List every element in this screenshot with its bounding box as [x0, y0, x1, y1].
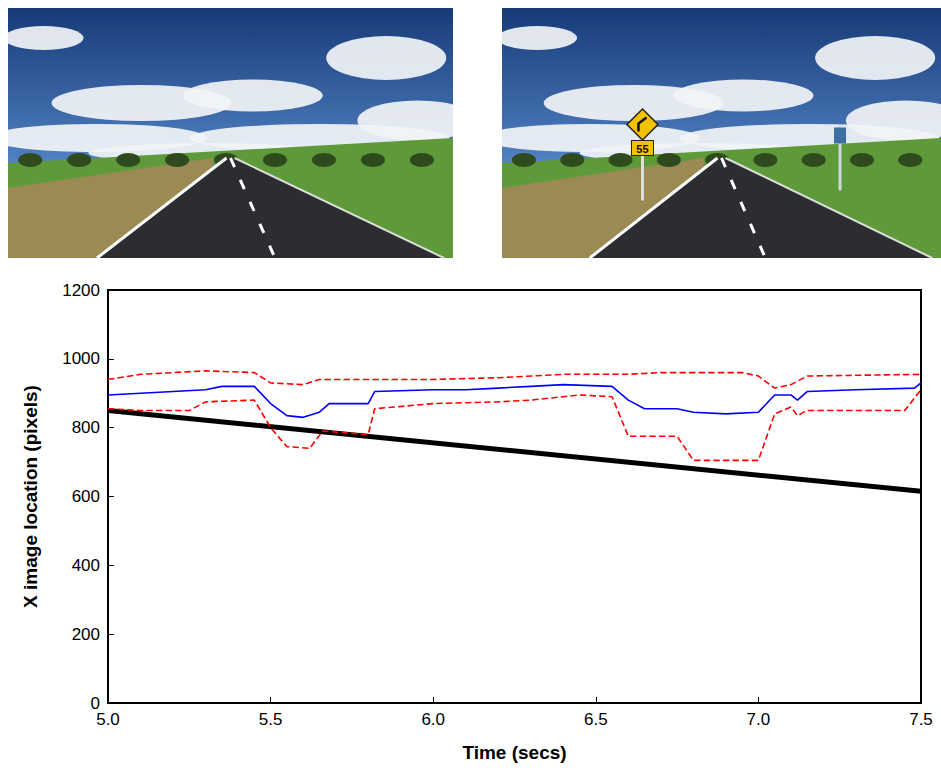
svg-text:1200: 1200 [62, 281, 100, 300]
svg-text:7.5: 7.5 [909, 710, 933, 729]
svg-text:400: 400 [72, 556, 100, 575]
svg-text:5.5: 5.5 [259, 710, 283, 729]
svg-text:5.0: 5.0 [96, 710, 120, 729]
svg-text:800: 800 [72, 418, 100, 437]
svg-text:600: 600 [72, 487, 100, 506]
svg-text:6.0: 6.0 [421, 710, 445, 729]
svg-text:55: 55 [636, 143, 648, 155]
svg-text:1000: 1000 [62, 349, 100, 368]
svg-text:6.5: 6.5 [584, 710, 608, 729]
svg-text:Time (secs): Time (secs) [462, 742, 566, 763]
svg-text:7.0: 7.0 [747, 710, 771, 729]
svg-text:200: 200 [72, 625, 100, 644]
svg-text:X image location (pixels): X image location (pixels) [20, 385, 41, 608]
svg-text:0: 0 [90, 693, 100, 713]
